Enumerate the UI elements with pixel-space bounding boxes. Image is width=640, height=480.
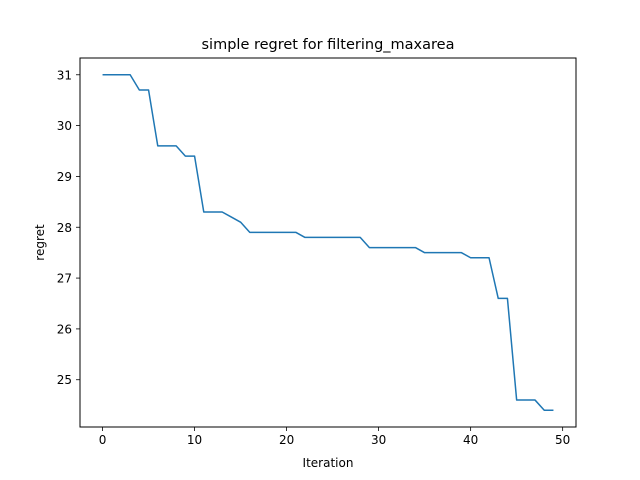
x-tick-label: 20 — [279, 433, 294, 447]
y-tick-label: 30 — [57, 119, 72, 133]
y-axis-label: regret — [33, 224, 47, 261]
y-tick-label: 31 — [57, 68, 72, 82]
x-tick-label: 50 — [555, 433, 570, 447]
x-axis-label: Iteration — [303, 456, 354, 470]
x-tick-label: 0 — [99, 433, 107, 447]
plot-frame — [79, 57, 577, 428]
x-tick-label: 30 — [371, 433, 386, 447]
y-tick-label: 25 — [57, 373, 72, 387]
y-tick-label: 28 — [57, 221, 72, 235]
plot-area — [102, 74, 554, 411]
y-tick-label: 29 — [57, 170, 72, 184]
x-tick-label: 40 — [463, 433, 478, 447]
x-tick-label: 10 — [187, 433, 202, 447]
y-axis-ticks: 25 26 27 28 29 30 31 — [57, 68, 80, 387]
y-tick-label: 26 — [57, 322, 72, 336]
y-tick-label: 27 — [57, 272, 72, 286]
chart-title: simple regret for filtering_maxarea — [202, 37, 455, 53]
x-axis-ticks: 0 10 20 30 40 50 — [99, 427, 570, 447]
series-line-0 — [102, 74, 554, 411]
